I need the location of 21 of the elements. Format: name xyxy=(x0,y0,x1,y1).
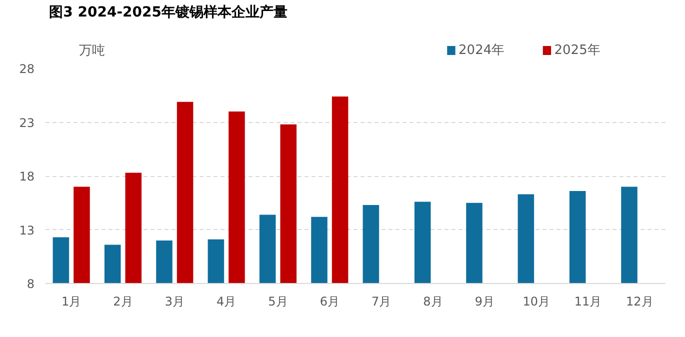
x-tick-label: 12月 xyxy=(626,294,654,308)
x-tick-label: 4月 xyxy=(216,294,236,308)
y-tick-label: 18 xyxy=(19,170,35,184)
y-tick-label: 28 xyxy=(19,62,35,76)
x-tick-label: 3月 xyxy=(164,294,184,308)
x-tick-label: 1月 xyxy=(62,294,82,308)
x-tick-label: 9月 xyxy=(474,294,494,308)
legend-label: 2024年 xyxy=(458,43,505,58)
y-tick-label: 8 xyxy=(26,277,35,291)
x-tick-label: 7月 xyxy=(372,294,392,308)
chart-title: 图3 2024-2025年镀锡样本企业产量 xyxy=(49,4,288,20)
x-tick-label: 2月 xyxy=(113,294,133,308)
y-tick-label: 23 xyxy=(19,116,35,130)
x-tick-label: 6月 xyxy=(320,294,340,308)
legend-label: 2025年 xyxy=(554,43,600,58)
y-axis-title: 万吨 xyxy=(79,44,106,58)
x-tick-label: 5月 xyxy=(268,294,288,308)
x-tick-label: 8月 xyxy=(423,294,443,308)
y-tick-label: 13 xyxy=(19,223,35,238)
x-tick-label: 11月 xyxy=(574,294,602,308)
x-tick-label: 10月 xyxy=(522,294,550,308)
